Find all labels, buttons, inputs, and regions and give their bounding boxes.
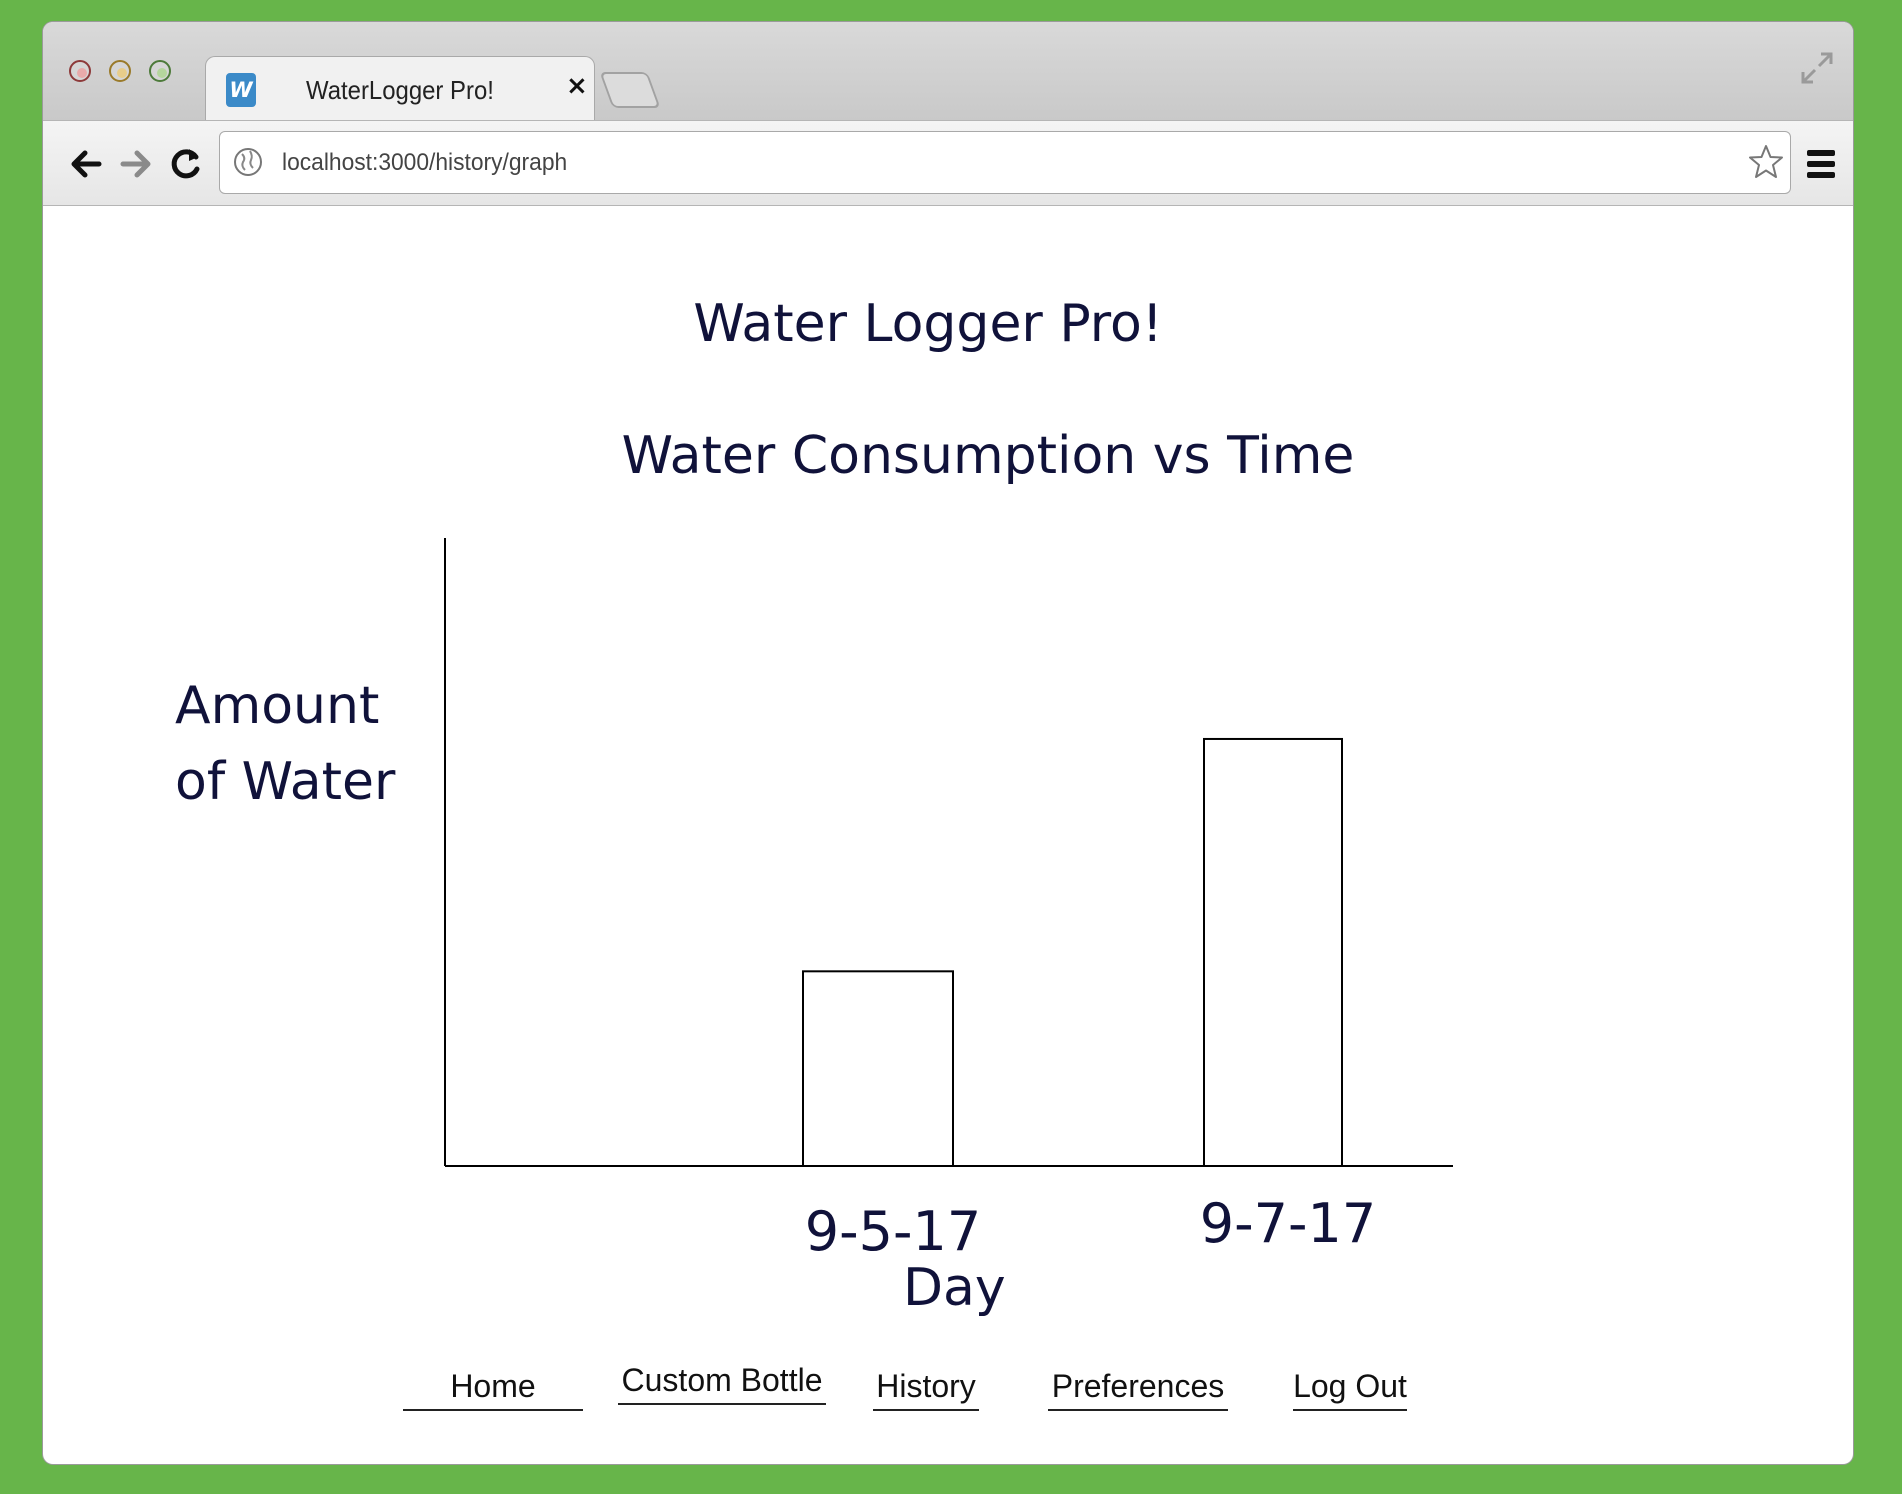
browser-window: W WaterLogger Pro! × localhost:3000/hist… — [43, 22, 1853, 1464]
reload-icon[interactable] — [167, 145, 205, 183]
x-axis-label: Day — [903, 1258, 1006, 1318]
menu-icon[interactable] — [1805, 147, 1837, 181]
favicon-icon: W — [226, 73, 256, 107]
minimize-window-button[interactable] — [109, 60, 131, 82]
tab-close-icon[interactable]: × — [566, 71, 588, 101]
y-axis-label: Amount of Water — [175, 668, 395, 820]
tab-title: WaterLogger Pro! — [306, 75, 494, 105]
close-window-button[interactable] — [69, 60, 91, 82]
y-axis-label-line-2: of Water — [175, 752, 396, 812]
bottom-nav: Home Custom Bottle History Preferences L… — [43, 1362, 1853, 1428]
nav-home-link[interactable]: Home — [403, 1368, 583, 1411]
nav-logout-link[interactable]: Log Out — [1293, 1368, 1407, 1411]
globe-icon — [234, 148, 262, 176]
y-axis-label-line-1: Amount — [175, 676, 380, 736]
nav-preferences-link[interactable]: Preferences — [1048, 1368, 1228, 1411]
title-bar: W WaterLogger Pro! × — [43, 22, 1853, 124]
page-title: Water Logger Pro! — [693, 294, 1163, 354]
bookmark-star-icon[interactable] — [1746, 142, 1786, 182]
back-arrow-icon[interactable] — [67, 145, 105, 183]
browser-tab-active[interactable]: W WaterLogger Pro! × — [205, 56, 595, 124]
browser-toolbar: localhost:3000/history/graph — [43, 120, 1853, 206]
fullscreen-icon[interactable] — [1799, 50, 1835, 86]
x-tick-label: 9-5-17 — [805, 1200, 981, 1263]
page-content: Water Logger Pro! Water Consumption vs T… — [43, 206, 1853, 1464]
x-tick-label: 9-7-17 — [1200, 1192, 1376, 1255]
url-text[interactable]: localhost:3000/history/graph — [282, 149, 568, 176]
nav-custom-bottle-link[interactable]: Custom Bottle — [618, 1362, 826, 1405]
nav-history-link[interactable]: History — [873, 1368, 979, 1411]
bar-9-5-17 — [802, 970, 954, 1167]
bar-9-7-17 — [1203, 737, 1343, 1168]
maximize-window-button[interactable] — [149, 60, 171, 82]
forward-arrow-icon[interactable] — [117, 145, 155, 183]
bar-chart: 9-5-17 9-7-17 — [444, 538, 1453, 1263]
chart-title: Water Consumption vs Time — [621, 426, 1355, 486]
new-tab-button[interactable] — [599, 72, 661, 108]
address-bar[interactable]: localhost:3000/history/graph — [219, 131, 1791, 194]
